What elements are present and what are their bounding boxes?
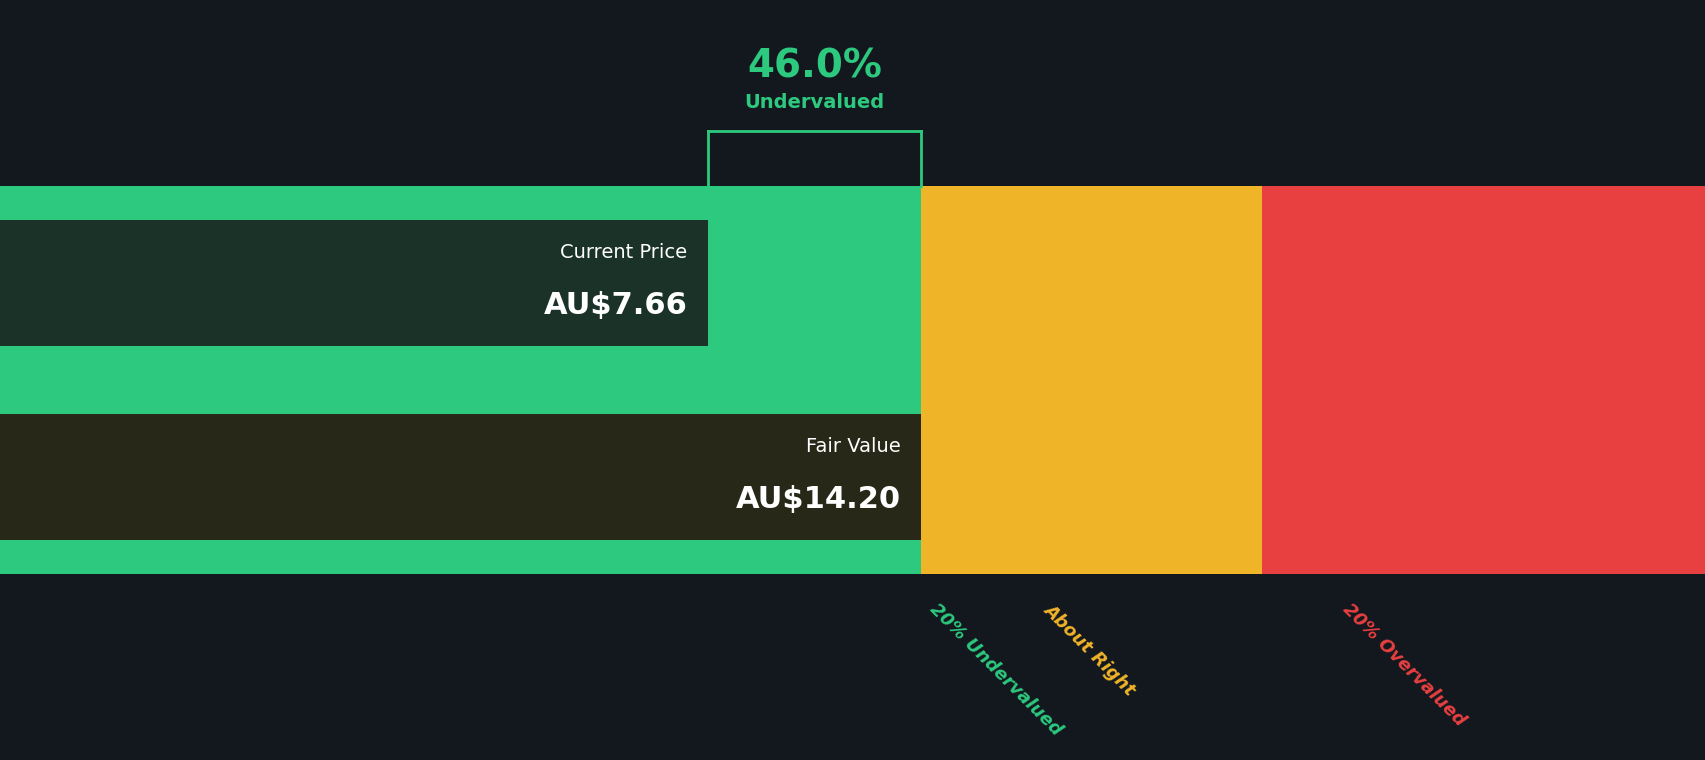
Text: About Right: About Right: [1040, 600, 1139, 699]
Text: AU$14.20: AU$14.20: [735, 485, 900, 515]
Text: Current Price: Current Price: [559, 243, 687, 262]
Text: AU$7.66: AU$7.66: [544, 291, 687, 321]
Bar: [0, 414, 921, 540]
Bar: [0, 220, 708, 346]
Bar: [1262, 186, 1705, 574]
Text: Undervalued: Undervalued: [743, 93, 885, 112]
Text: 46.0%: 46.0%: [747, 48, 881, 86]
Text: Fair Value: Fair Value: [805, 437, 900, 456]
Bar: [921, 186, 1262, 574]
Text: 20% Overvalued: 20% Overvalued: [1338, 600, 1468, 730]
Text: 20% Undervalued: 20% Undervalued: [926, 600, 1066, 739]
Bar: [0, 186, 921, 574]
